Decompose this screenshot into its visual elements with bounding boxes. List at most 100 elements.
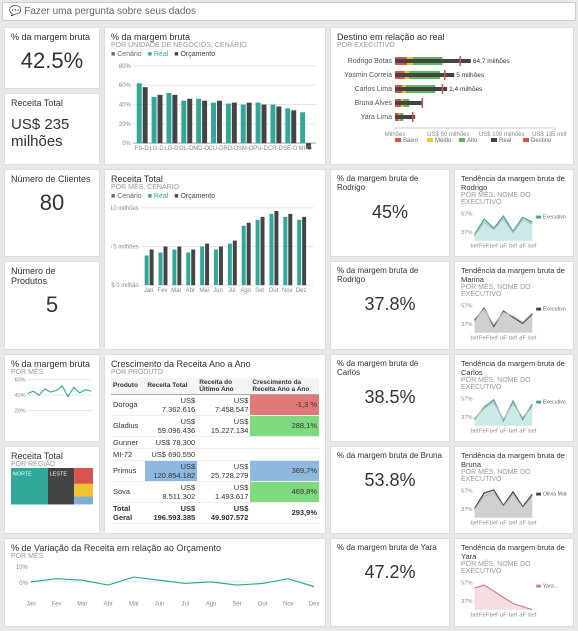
svg-text:bef: bef — [528, 336, 536, 342]
treemap-chart: NORTELESTE — [11, 468, 93, 504]
ask-icon: 💬 — [9, 6, 21, 17]
svg-text:Jan: Jan — [144, 288, 154, 294]
kpi-value: 47.2% — [337, 552, 443, 593]
ask-text: Fazer uma pergunta sobre seus dados — [24, 6, 196, 17]
kpi-value: 53.8% — [337, 460, 443, 501]
kpi-title: Número de Clientes — [11, 174, 93, 184]
svg-text:Mar: Mar — [77, 602, 87, 608]
svg-text:57%: 57% — [461, 304, 473, 310]
svg-text:LESTE: LESTE — [50, 471, 68, 477]
svg-text:MI-O: MI-O — [299, 146, 313, 152]
kpi-value: 42.5% — [11, 42, 93, 76]
card-gm-kpi[interactable]: % da margem bruta 42.5% — [4, 27, 100, 89]
svg-text:SE-O: SE-O — [283, 146, 298, 152]
svg-text:5 milhões: 5 milhões — [456, 72, 485, 79]
svg-text:FeF: FeF — [479, 428, 490, 434]
card-gm-bu[interactable]: % da margem bruta POR UNIDADE DE NEGÓCIO… — [104, 27, 326, 165]
growth-table: ProdutoReceita TotalReceita do Último An… — [111, 378, 319, 524]
trend-chart: 57%37%befFeFbefuFbefaFbefExecutivo — [461, 391, 567, 434]
card-sub: POR MÊS, NOME DO EXECUTIVO — [461, 561, 567, 575]
svg-text:Executivo: Executivo — [543, 307, 566, 313]
trend-chart: 57%37%befFeFbefuFbefaFbefExecutivo — [461, 206, 567, 249]
svg-text:37%: 37% — [461, 600, 473, 606]
svg-text:bef: bef — [509, 428, 517, 434]
kpi-value: 38.5% — [337, 377, 443, 418]
svg-text:FS-D: FS-D — [135, 146, 149, 152]
card-sub: POR MÊS, NOME DO EXECUTIVO — [461, 377, 567, 391]
card-exec-trend[interactable]: Tendência da margem bruta de Carlos POR … — [454, 354, 574, 442]
svg-text:bef: bef — [470, 521, 478, 527]
card-exec-trend[interactable]: Tendência da margem bruta de Marina POR … — [454, 261, 574, 349]
svg-text:bef: bef — [509, 336, 517, 342]
card-exec-trend[interactable]: Tendência da margem bruta de Rodrigo POR… — [454, 169, 574, 257]
svg-text:bef: bef — [509, 613, 517, 619]
svg-text:aF: aF — [519, 336, 526, 342]
card-gm-spark[interactable]: % da margem bruta POR MÊS 60%40%20% — [4, 354, 100, 442]
card-sub: POR UNIDADE DE NEGÓCIOS, CENÁRIO — [111, 42, 319, 49]
legend: Cenário Real Orçamento — [111, 51, 319, 58]
svg-text:bef: bef — [528, 243, 536, 249]
card-exec-gm[interactable]: % da margem bruta de Rodrigo 37.8% — [330, 261, 450, 349]
svg-text:bef: bef — [528, 613, 536, 619]
svg-text:MD-O: MD-O — [193, 146, 209, 152]
card-exec-gm[interactable]: % da margem bruta de Bruna 53.8% — [330, 446, 450, 534]
svg-text:FeF: FeF — [479, 243, 490, 249]
svg-text:PU-D: PU-D — [253, 146, 268, 152]
legend: Cenário Real Orçamento — [111, 193, 319, 200]
card-title: Tendência da margem bruta de Carlos — [461, 359, 567, 377]
card-var-budget[interactable]: % de Variação da Receita em relação ao O… — [4, 538, 326, 626]
svg-text:OL-D: OL-D — [179, 146, 193, 152]
svg-text:Destino: Destino — [531, 138, 552, 144]
svg-text:Mar: Mar — [171, 288, 181, 294]
card-sub: POR MÊS — [11, 369, 93, 376]
svg-text:Olivia Mato…: Olivia Mato… — [543, 492, 567, 498]
card-exec-trend[interactable]: Tendência da margem bruta de Bruna POR M… — [454, 446, 574, 534]
card-title: % da margem bruta — [11, 359, 93, 369]
svg-text:Fev: Fev — [52, 602, 62, 608]
svg-text:Yara…: Yara… — [543, 584, 559, 590]
card-exec-gm[interactable]: % da margem bruta de Carlos 38.5% — [330, 354, 450, 442]
svg-text:37%: 37% — [461, 323, 473, 329]
svg-text:Nov: Nov — [282, 288, 293, 294]
svg-text:bef: bef — [528, 521, 536, 527]
svg-text:Abr: Abr — [103, 602, 112, 608]
svg-text:Jun: Jun — [213, 288, 223, 294]
trend-chart: 57%37%befFeFbefuFbefaFbefYara… — [461, 575, 567, 618]
svg-text:bef: bef — [470, 613, 478, 619]
card-rev-month[interactable]: Receita Total POR MÊS, CENÁRIO Cenário R… — [104, 169, 326, 350]
svg-text:Fev: Fev — [158, 288, 168, 294]
card-clients-kpi[interactable]: Número de Clientes 80 — [4, 169, 100, 257]
card-sub: POR EXECUTIVO — [337, 42, 567, 49]
card-rev-region[interactable]: Receita Total POR REGIÃO NORTELESTE — [4, 446, 100, 534]
card-exec-gm[interactable]: % da margem bruta de Yara 47.2% — [330, 538, 450, 626]
card-title: Tendência da margem bruta de Rodrigo — [461, 174, 567, 192]
svg-text:Real: Real — [499, 138, 511, 144]
legend-item: Cenário — [111, 193, 142, 200]
card-growth[interactable]: Crescimento da Receita Ano a Ano POR PRO… — [104, 354, 326, 535]
card-rev-kpi[interactable]: Receita Total US$ 235 milhões — [4, 93, 100, 165]
card-title: Tendência da margem bruta de Marina — [461, 266, 567, 284]
svg-text:Médio: Médio — [435, 138, 452, 144]
svg-text:40%: 40% — [15, 393, 26, 399]
kpi-value: 45% — [337, 192, 443, 233]
card-exec-trend[interactable]: Tendência da margem bruta de Yara POR MÊ… — [454, 538, 574, 626]
svg-text:FeF: FeF — [479, 336, 490, 342]
card-exec-gm[interactable]: % da margem bruta de Rodrigo 45% — [330, 169, 450, 257]
card-products-kpi[interactable]: Número de Produtos 5 — [4, 261, 100, 349]
svg-text:Nov: Nov — [283, 602, 294, 608]
svg-text:37%: 37% — [461, 507, 473, 513]
gm-bu-chart: 0%20%40%60%80%FS-DLG-DLG-DOL-DMD-OCU-DRD… — [111, 58, 319, 157]
svg-text:bef: bef — [528, 428, 536, 434]
ask-question-bar[interactable]: 💬 Fazer uma pergunta sobre seus dados — [2, 2, 576, 21]
card-title: % da margem bruta de Rodrigo — [337, 174, 443, 192]
svg-text:Carlos Lima: Carlos Lima — [355, 86, 392, 93]
svg-text:aF: aF — [519, 428, 526, 434]
card-destino[interactable]: Destino em relação ao real POR EXECUTIVO… — [330, 27, 574, 165]
legend-item: Real — [148, 193, 169, 200]
card-sub: POR MÊS — [11, 553, 319, 560]
svg-text:Rodrigo Botas: Rodrigo Botas — [348, 58, 393, 65]
svg-text:1,4 milhões: 1,4 milhões — [449, 86, 483, 93]
card-sub: POR PRODUTO — [111, 369, 319, 376]
svg-text:US$ 10 milhões: US$ 10 milhões — [111, 206, 139, 212]
svg-text:60%: 60% — [15, 377, 26, 383]
